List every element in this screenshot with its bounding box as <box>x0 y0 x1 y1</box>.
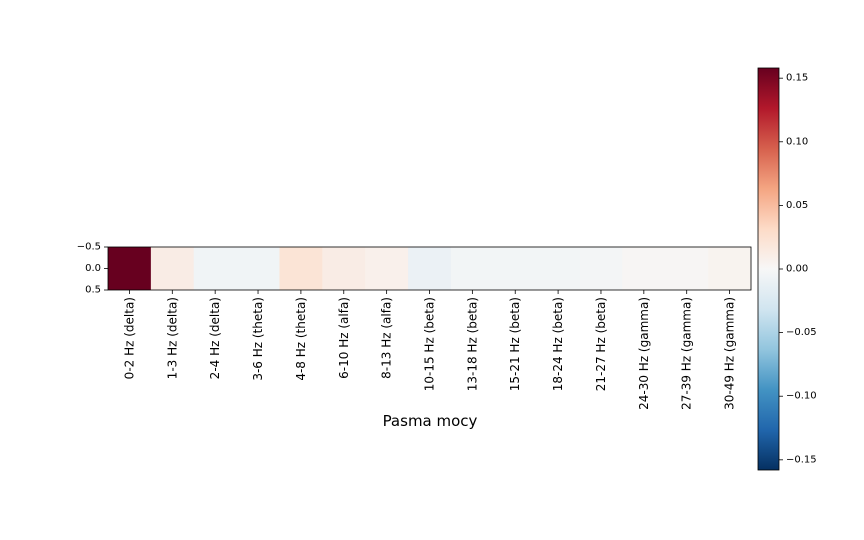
colorbar-tick-label: 0.05 <box>786 200 808 211</box>
heatmap-cell <box>579 247 623 290</box>
colorbar-tick-label: −0.15 <box>786 454 817 465</box>
x-tick-label: 13-18 Hz (beta) <box>465 297 479 391</box>
x-tick-label: 24-30 Hz (gamma) <box>637 297 651 410</box>
heatmap-cell <box>536 247 581 290</box>
y-axis: −0.5 0.0 0.5 <box>77 242 108 296</box>
x-tick-label: 21-27 Hz (beta) <box>594 297 608 391</box>
x-tick-label: 0-2 Hz (delta) <box>122 297 136 379</box>
heatmap-cell <box>708 247 752 290</box>
x-tick-label: 4-8 Hz (theta) <box>294 297 308 381</box>
x-axis-label: Pasma mocy <box>383 412 478 430</box>
x-tick-label: 10-15 Hz (beta) <box>423 297 437 391</box>
colorbar-ticks: 0.15 0.10 0.05 0.00 −0.05 −0.10 −0.15 <box>779 73 817 465</box>
y-tick-label: 0.0 <box>85 263 101 274</box>
heatmap-cell <box>150 247 195 290</box>
x-tick-label: 30-49 Hz (gamma) <box>723 297 737 410</box>
colorbar-tick-label: −0.05 <box>786 327 817 338</box>
heatmap-cell <box>493 247 538 290</box>
heatmap-cell <box>279 247 323 290</box>
colorbar-tick-label: 0.00 <box>786 264 808 275</box>
x-tick-label: 1-3 Hz (delta) <box>165 297 179 379</box>
colorbar <box>757 67 780 471</box>
heatmap-cell <box>622 247 666 290</box>
x-tick-label: 6-10 Hz (alfa) <box>337 297 351 379</box>
colorbar-tick-label: −0.10 <box>786 391 817 402</box>
colorbar-tick-label: 0.15 <box>786 73 808 84</box>
x-tick-label: 3-6 Hz (theta) <box>251 297 265 381</box>
heatmap-cell <box>365 247 409 290</box>
x-tick-label: 2-4 Hz (delta) <box>208 297 222 379</box>
heatmap-cell <box>665 247 709 290</box>
heatmap-cell <box>322 247 366 290</box>
x-axis: 0-2 Hz (delta) 1-3 Hz (delta) 2-4 Hz (delt… <box>122 290 737 410</box>
heatmap-cell <box>236 247 280 290</box>
heatmap-cell <box>408 247 452 290</box>
heatmap-cells <box>108 247 752 290</box>
heatmap-cell <box>108 247 152 290</box>
y-tick-label: −0.5 <box>77 242 101 253</box>
heatmap-cell <box>193 247 238 290</box>
x-tick-label: 27-39 Hz (gamma) <box>680 297 694 410</box>
x-tick-label: 15-21 Hz (beta) <box>508 297 522 391</box>
heatmap-cell <box>450 247 495 290</box>
y-tick-label: 0.5 <box>85 285 101 296</box>
x-tick-label: 8-13 Hz (alfa) <box>380 297 394 379</box>
x-tick-label: 18-24 Hz (beta) <box>551 297 565 391</box>
colorbar-tick-label: 0.10 <box>786 136 808 147</box>
